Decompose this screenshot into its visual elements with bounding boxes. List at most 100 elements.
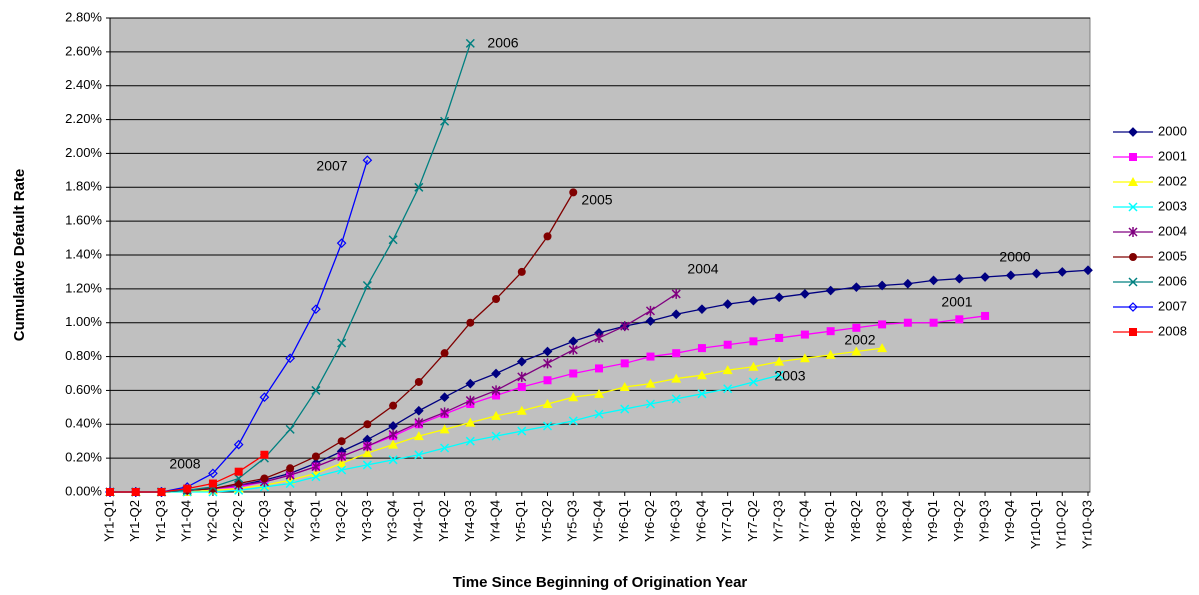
- x-axis-title: Time Since Beginning of Origination Year: [453, 574, 748, 591]
- x-tick-label: Yr3-Q1: [307, 500, 322, 542]
- data-point: [516, 405, 527, 415]
- data-point: [722, 365, 733, 375]
- y-tick-label: 1.60%: [65, 213, 102, 228]
- data-point: [1083, 265, 1093, 276]
- data-point: [208, 479, 217, 488]
- x-tick-label: Yr6-Q4: [693, 500, 708, 542]
- x-tick-label: Yr6-Q1: [616, 500, 631, 542]
- data-point: [285, 479, 295, 489]
- data-point: [440, 349, 449, 358]
- y-tick-label: 1.40%: [65, 246, 102, 261]
- data-point: [646, 352, 655, 361]
- data-point: [413, 405, 424, 416]
- x-tick-label: Yr3-Q2: [333, 500, 348, 542]
- data-point: [671, 288, 681, 299]
- legend-label: 2004: [1158, 223, 1187, 238]
- legend-marker: [1128, 277, 1138, 287]
- data-point: [1031, 268, 1042, 279]
- x-tick-label: Yr7-Q1: [719, 500, 734, 542]
- data-point: [825, 349, 836, 359]
- data-point: [594, 388, 604, 398]
- data-point: [208, 468, 218, 479]
- data-point: [800, 289, 810, 299]
- y-tick-label: 2.60%: [65, 43, 102, 58]
- y-tick-label: 0.60%: [65, 382, 102, 397]
- data-point: [542, 421, 553, 431]
- data-point: [311, 472, 321, 482]
- data-point: [877, 280, 887, 291]
- data-point: [234, 467, 243, 476]
- data-point: [311, 304, 321, 315]
- x-tick-label: Yr7-Q3: [771, 500, 786, 542]
- x-tick-label: Yr7-Q4: [796, 500, 811, 542]
- data-point: [517, 371, 527, 382]
- data-point: [466, 318, 475, 327]
- data-point: [106, 488, 114, 496]
- data-point: [954, 273, 965, 284]
- x-tick-label: Yr1-Q3: [153, 500, 168, 542]
- data-point: [491, 410, 502, 420]
- data-point: [774, 292, 785, 303]
- data-point: [722, 299, 733, 309]
- data-point: [439, 392, 450, 403]
- data-point: [414, 377, 423, 386]
- data-point: [645, 399, 656, 409]
- data-point: [362, 155, 373, 166]
- x-tick-label: Yr4-Q2: [436, 500, 451, 542]
- data-point: [389, 401, 398, 410]
- x-tick-label: Yr5-Q4: [590, 500, 605, 542]
- legend-marker: [1128, 202, 1138, 212]
- data-point: [851, 282, 862, 293]
- data-point: [234, 473, 244, 483]
- data-point: [388, 235, 398, 245]
- series-annotation: 2008: [169, 456, 200, 472]
- x-tick-label: Yr2-Q3: [256, 500, 271, 542]
- data-point: [517, 383, 526, 392]
- data-point: [131, 488, 140, 496]
- y-axis-title: Cumulative Default Rate: [11, 169, 28, 342]
- data-point: [465, 378, 476, 389]
- data-point: [569, 369, 578, 378]
- data-point: [799, 353, 810, 363]
- y-tick-label: 0.20%: [65, 450, 102, 465]
- data-point: [336, 238, 347, 248]
- legend-label: 2006: [1158, 273, 1187, 288]
- data-point: [748, 361, 759, 371]
- data-point: [877, 343, 888, 353]
- x-tick-label: Yr4-Q4: [487, 500, 502, 542]
- y-tick-label: 1.80%: [65, 179, 102, 194]
- data-point: [260, 474, 269, 483]
- x-tick-label: Yr5-Q2: [539, 500, 554, 542]
- y-tick-label: 2.80%: [65, 9, 102, 24]
- data-point: [337, 465, 347, 475]
- data-point: [491, 385, 501, 396]
- data-point: [568, 344, 578, 355]
- legend-label: 2002: [1158, 173, 1187, 188]
- legend-marker: [1129, 328, 1137, 336]
- data-point: [439, 424, 450, 434]
- data-point: [465, 395, 475, 406]
- data-point: [311, 385, 321, 395]
- data-point: [800, 330, 809, 339]
- data-point: [286, 464, 295, 473]
- data-point: [414, 182, 424, 192]
- data-point: [285, 424, 295, 434]
- data-point: [671, 309, 682, 320]
- x-tick-label: Yr2-Q1: [204, 500, 219, 542]
- legend-marker: [1128, 302, 1138, 312]
- data-point: [620, 321, 630, 332]
- x-tick-label: Yr6-Q2: [642, 500, 657, 542]
- data-point: [851, 346, 862, 356]
- data-point: [594, 332, 604, 343]
- data-point: [362, 280, 372, 291]
- data-point: [748, 377, 758, 387]
- data-point: [311, 461, 321, 472]
- x-tick-label: Yr4-Q1: [410, 500, 425, 542]
- data-point: [362, 448, 373, 458]
- x-tick-label: Yr9-Q4: [1002, 500, 1017, 542]
- x-tick-label: Yr2-Q4: [282, 500, 297, 542]
- data-point: [414, 417, 424, 428]
- data-point: [902, 278, 913, 289]
- x-tick-label: Yr10-Q2: [1054, 500, 1069, 549]
- legend-label: 2007: [1158, 298, 1187, 313]
